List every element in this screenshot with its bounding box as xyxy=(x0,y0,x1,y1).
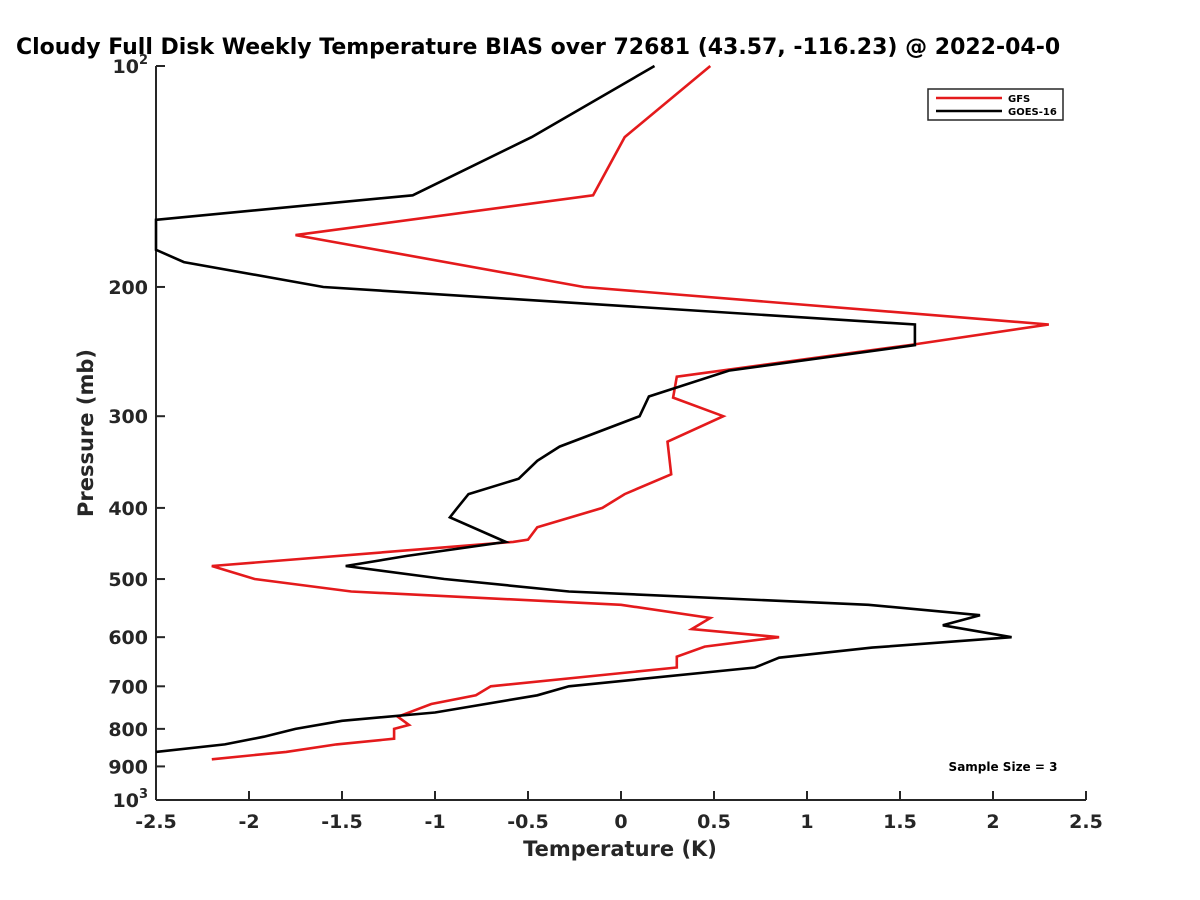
y-tick-label: 200 xyxy=(108,277,148,299)
x-tick-label: -1.5 xyxy=(321,811,363,833)
x-tick-label: -2 xyxy=(238,811,259,833)
legend: GFS GOES-16 xyxy=(927,88,1064,121)
x-axis-ticks: -2.5 -2 -1.5 -1 -0.5 0 0.5 1 1.5 2 2.5 xyxy=(135,791,1103,833)
x-tick-label: 2.5 xyxy=(1069,811,1103,833)
y-tick-label: 102 xyxy=(113,53,149,78)
y-tick-label: 500 xyxy=(108,569,148,591)
x-tick-label: -2.5 xyxy=(135,811,177,833)
axes xyxy=(155,66,1086,801)
x-axis-label: Temperature (K) xyxy=(523,837,717,861)
series-line-gfs xyxy=(211,64,1049,761)
y-tick-label: 900 xyxy=(108,756,148,778)
x-tick-label: 0.5 xyxy=(697,811,731,833)
legend-entry-label: GFS xyxy=(1008,94,1030,105)
sample-size-annotation: Sample Size = 3 xyxy=(949,760,1058,774)
y-tick-label: 103 xyxy=(113,787,149,812)
x-tick-label: 2 xyxy=(986,811,999,833)
legend-entry-label: GOES-16 xyxy=(1008,107,1057,118)
legend-box xyxy=(927,88,1064,121)
y-tick-label: 300 xyxy=(108,406,148,428)
x-tick-label: 1 xyxy=(800,811,813,833)
y-axis-label: Pressure (mb) xyxy=(74,349,98,517)
x-tick-label: -1 xyxy=(424,811,445,833)
y-tick-label: 700 xyxy=(108,676,148,698)
x-tick-label: -0.5 xyxy=(507,811,549,833)
chart-title: Cloudy Full Disk Weekly Temperature BIAS… xyxy=(16,35,1060,60)
series-line-goes-16 xyxy=(154,64,1012,754)
x-tick-label: 1.5 xyxy=(883,811,917,833)
y-axis-ticks: 102 200 300 400 500 600 700 800 900 103 xyxy=(108,53,165,812)
series-lines xyxy=(154,64,1049,761)
y-tick-label: 800 xyxy=(108,719,148,741)
x-tick-label: 0 xyxy=(614,811,627,833)
y-tick-label: 600 xyxy=(108,627,148,649)
y-tick-label: 400 xyxy=(108,498,148,520)
